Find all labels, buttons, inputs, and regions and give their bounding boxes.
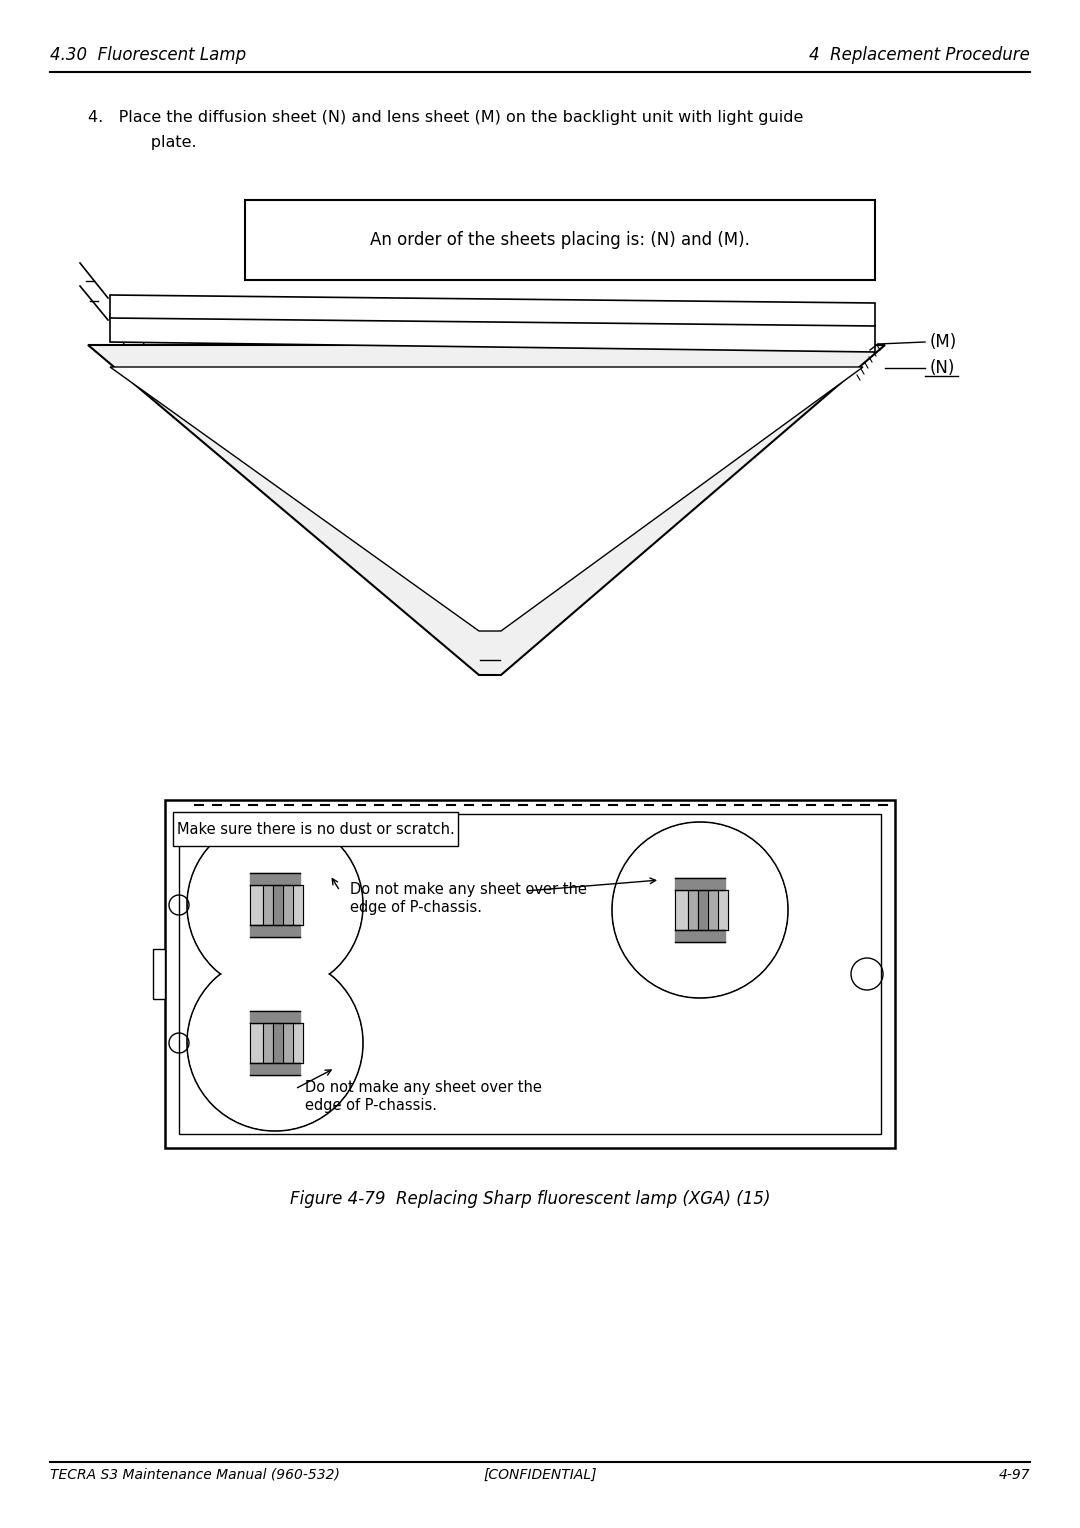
Text: 4-97: 4-97 [998,1468,1030,1482]
Text: plate.: plate. [120,134,197,150]
Text: TECRA S3 Maintenance Manual (960-532): TECRA S3 Maintenance Manual (960-532) [50,1468,340,1482]
Text: (N): (N) [930,359,956,377]
Bar [153,949,165,999]
Text: [CONFIDENTIAL]: [CONFIDENTIAL] [483,1468,597,1482]
Text: Make sure there is no dust or scratch.: Make sure there is no dust or scratch. [177,822,455,836]
Text: 4.30  Fluorescent Lamp: 4.30 Fluorescent Lamp [50,46,246,64]
Circle shape [613,824,787,996]
Text: 4.   Place the diffusion sheet (N) and lens sheet (M) on the backlight unit with: 4. Place the diffusion sheet (N) and len… [87,110,804,125]
Polygon shape [110,295,875,325]
Text: Do not make any sheet over the: Do not make any sheet over the [350,882,586,897]
Text: edge of P-chassis.: edge of P-chassis. [305,1099,437,1112]
Text: 4  Replacement Procedure: 4 Replacement Procedure [809,46,1030,64]
Text: An order of the sheets placing is: (N) and (M).: An order of the sheets placing is: (N) a… [370,231,750,249]
Polygon shape [110,367,863,631]
Circle shape [188,957,362,1131]
Text: Do not make any sheet over the: Do not make any sheet over the [305,1080,542,1096]
Text: Figure 4-79  Replacing Sharp fluorescent lamp (XGA) (15): Figure 4-79 Replacing Sharp fluorescent … [289,1190,770,1209]
Bar [173,811,458,847]
Polygon shape [110,315,875,351]
Bar [245,200,875,280]
Text: (M): (M) [930,333,957,351]
Bar [165,801,895,1148]
Bar [179,814,881,1134]
Polygon shape [87,345,885,675]
Text: edge of P-chassis.: edge of P-chassis. [350,900,482,915]
Circle shape [188,817,362,992]
